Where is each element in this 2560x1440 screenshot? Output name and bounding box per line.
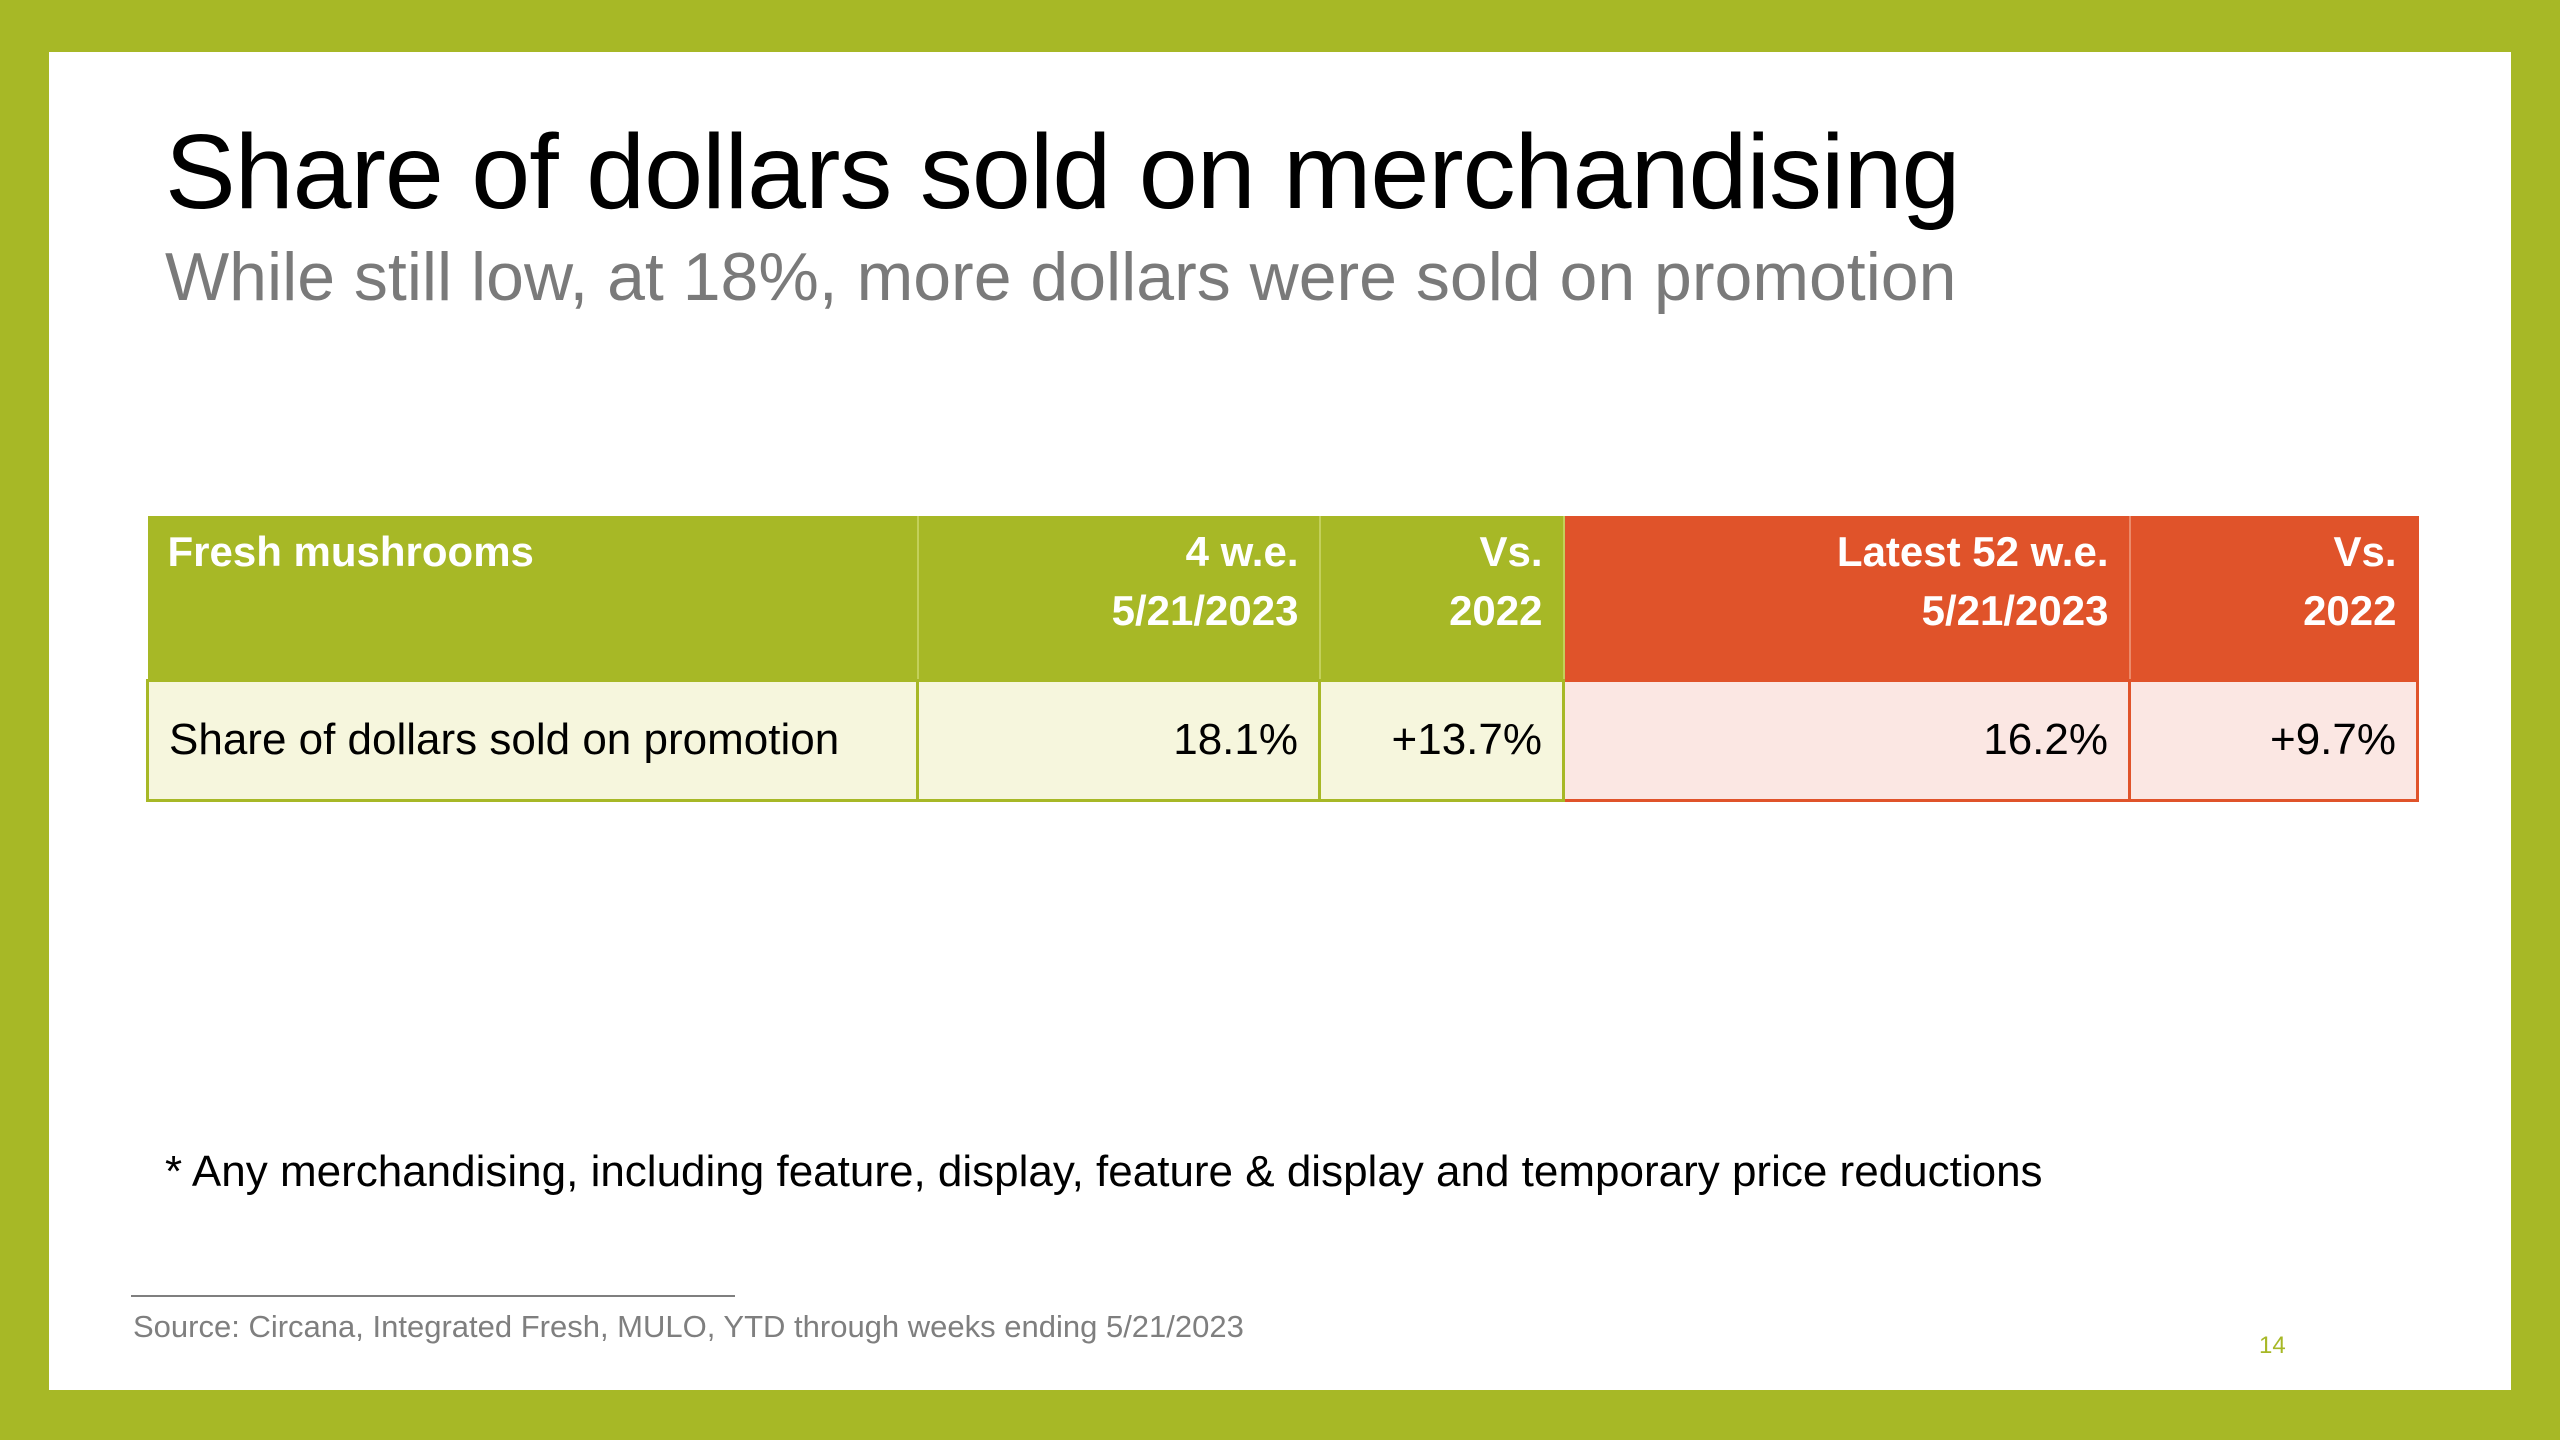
footnote: * Any merchandising, including feature, … <box>165 1147 2043 1196</box>
row-label: Share of dollars sold on promotion <box>146 678 919 802</box>
slide-title: Share of dollars sold on merchandising <box>165 113 1960 231</box>
header-4we: 4 w.e. 5/21/2023 <box>917 516 1321 680</box>
slide: Share of dollars sold on merchandising W… <box>49 52 2511 1390</box>
cell-52we-change: +9.7% <box>2128 678 2419 802</box>
cell-52we-value: 16.2% <box>1562 678 2131 802</box>
header-52we: Latest 52 w.e. 5/21/2023 <box>1563 516 2131 680</box>
slide-subtitle: While still low, at 18%, more dollars we… <box>165 239 1957 315</box>
source-divider <box>131 1295 735 1297</box>
cell-4we-change: +13.7% <box>1318 678 1565 802</box>
data-table: Fresh mushrooms 4 w.e. 5/21/2023 Vs. 202… <box>146 516 2419 802</box>
page-number: 14 <box>2259 1332 2286 1359</box>
cell-4we-value: 18.1% <box>916 678 1321 802</box>
header-category: Fresh mushrooms <box>147 516 919 680</box>
table-header-row: Fresh mushrooms 4 w.e. 5/21/2023 Vs. 202… <box>147 516 2419 680</box>
header-vs-2022-52we: Vs. 2022 <box>2129 516 2419 680</box>
table-row: Share of dollars sold on promotion 18.1%… <box>146 678 2419 802</box>
source-note: Source: Circana, Integrated Fresh, MULO,… <box>133 1309 1244 1344</box>
header-vs-2022-4we: Vs. 2022 <box>1319 516 1565 680</box>
